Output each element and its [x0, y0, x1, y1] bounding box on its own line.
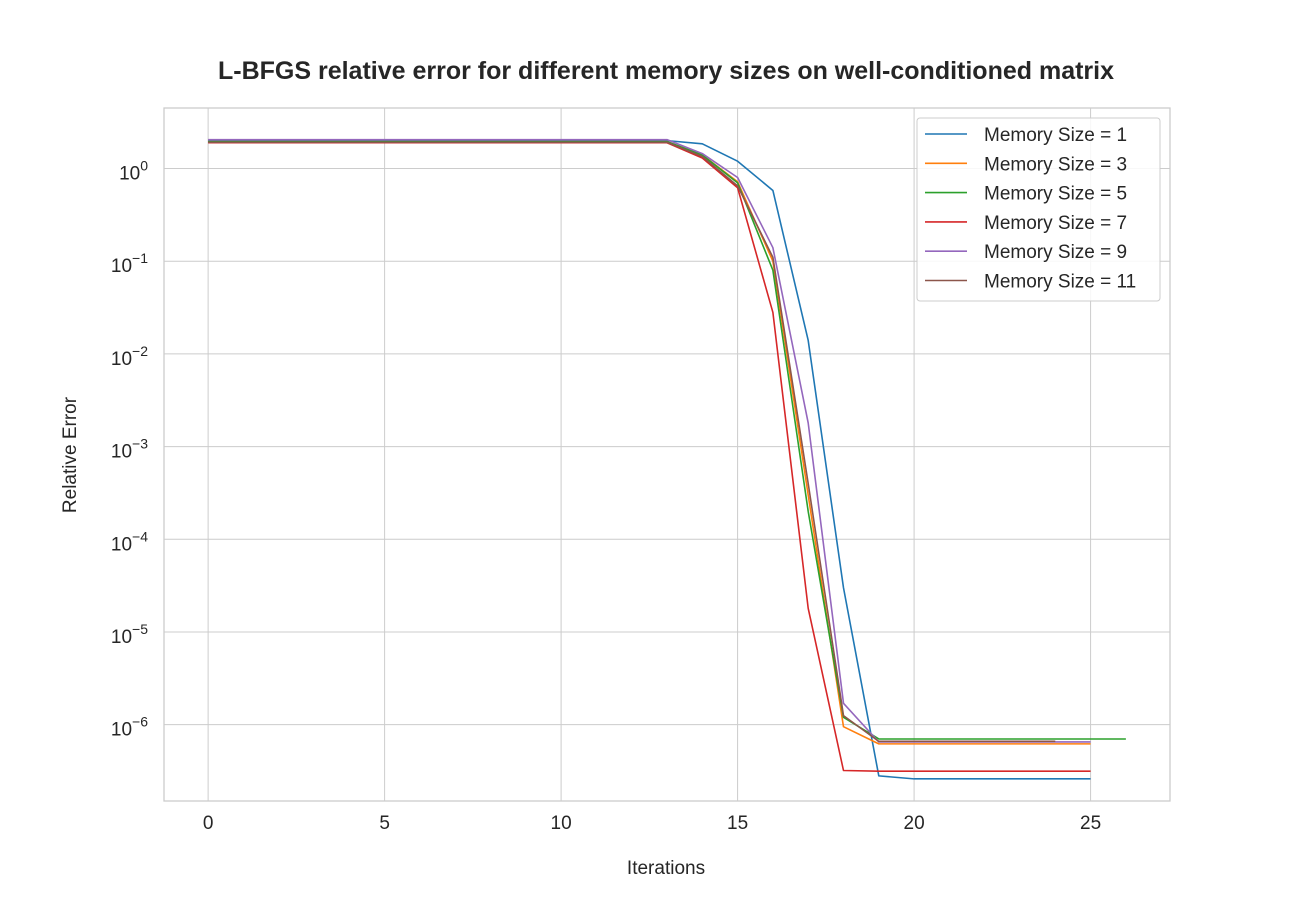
legend-label: Memory Size = 11 [984, 272, 1136, 293]
legend-label: Memory Size = 3 [984, 154, 1127, 175]
legend-box [916, 117, 1161, 302]
y-tick-label: 10−4 [111, 528, 148, 555]
x-tick-label: 20 [904, 813, 925, 834]
legend-label: Memory Size = 5 [984, 184, 1127, 205]
y-axis-ticks: 100 10−1 10−2 10−3 10−4 10−5 10−6 [111, 158, 148, 741]
series-line-6 [208, 141, 1056, 743]
x-tick-label: 0 [203, 813, 214, 834]
y-tick-label: 100 [119, 158, 148, 185]
x-axis-label: Iterations [627, 858, 705, 879]
chart-title: L-BFGS relative error for different memo… [218, 57, 1114, 85]
y-axis-label: Relative Error [60, 396, 81, 513]
x-tick-label: 5 [379, 813, 390, 834]
x-axis-ticks: 0 5 10 15 20 25 [203, 813, 1101, 834]
legend-label: Memory Size = 7 [984, 213, 1127, 234]
series-layer [208, 138, 1126, 780]
x-tick-label: 25 [1080, 813, 1101, 834]
x-tick-label: 15 [727, 813, 748, 834]
y-tick-label: 10−3 [111, 436, 148, 463]
legend: Memory Size = 1 Memory Size = 3 Memory Siz… [916, 117, 1161, 302]
y-tick-label: 10−2 [111, 343, 148, 370]
series-line-1 [208, 139, 1091, 780]
y-tick-label: 10−1 [111, 250, 148, 277]
legend-label: Memory Size = 9 [984, 242, 1127, 263]
plot-frame [163, 107, 1171, 802]
y-tick-label: 10−6 [111, 714, 148, 741]
y-tick-label: 10−5 [111, 621, 148, 648]
x-tick-label: 10 [551, 813, 572, 834]
legend-label: Memory Size = 1 [984, 125, 1127, 146]
